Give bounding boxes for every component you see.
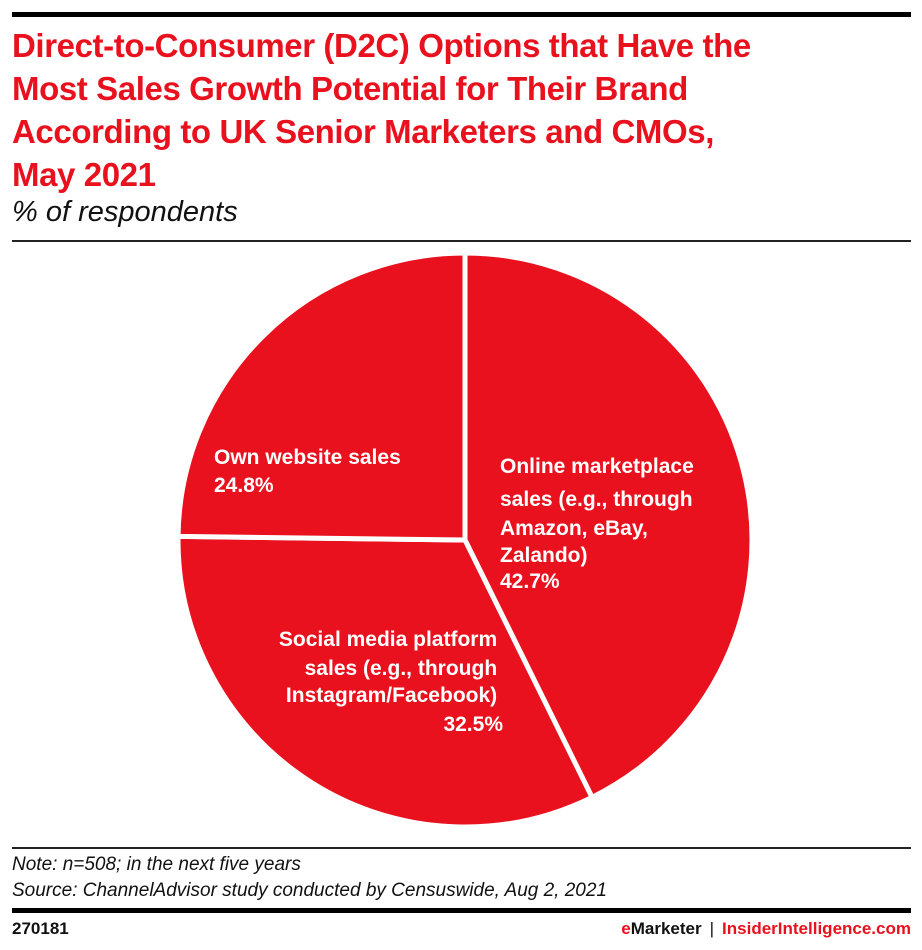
label-line: Social media platform [279,628,497,651]
site-link[interactable]: InsiderIntelligence.com [722,919,911,938]
pie-slices [175,250,755,830]
brand-name: Marketer [630,919,702,938]
pie-labels: Online marketplace sales (e.g., through … [214,446,700,736]
title-line: May 2021 [12,156,156,193]
slice-value-label: 32.5% [443,713,503,736]
chart-id: 270181 [12,919,69,938]
label-line: sales (e.g., through [305,657,498,680]
label-line: sales (e.g., through [500,488,693,511]
brand-prefix: e [621,919,631,938]
slice-value-label: 42.7% [500,570,560,593]
brand-separator: | [709,919,715,938]
chart-notes: Note: n=508; in the next five years Sour… [12,852,607,904]
label-line: Zalando) [500,544,588,567]
subtitle-rule [12,240,911,242]
title-line: Direct-to-Consumer (D2C) Options that Ha… [12,27,751,64]
chart-title: Direct-to-Consumer (D2C) Options that Ha… [12,24,912,196]
title-line: According to UK Senior Marketers and CMO… [12,113,714,150]
label-line: Own website sales [214,446,401,469]
label-line: Online marketplace [500,455,694,478]
top-rule [12,12,911,17]
note-text: Note: n=508; in the next five years [12,854,301,875]
pie-slice-own-website [175,250,468,543]
notes-rule [12,847,911,849]
slice-label-online-marketplace: Online marketplace sales (e.g., through … [500,455,700,593]
chart-subtitle: % of respondents [12,196,238,228]
slice-label-social-media: Social media platform sales (e.g., throu… [279,628,503,736]
slice-label-own-website: Own website sales 24.8% [214,446,407,497]
source-text: Source: ChannelAdvisor study conducted b… [12,880,607,901]
pie-slice-social-media [175,533,595,830]
title-line: Most Sales Growth Potential for Their Br… [12,70,688,107]
label-line: Amazon, eBay, [500,517,648,540]
footer-rule [12,908,911,913]
label-line: Instagram/Facebook) [286,684,497,707]
slice-value-label: 24.8% [214,474,274,497]
pie-slice-online-marketplace [462,250,755,800]
pie-chart: Online marketplace sales (e.g., through … [175,250,755,830]
footer-brand: eMarketer | InsiderIntelligence.com [621,919,911,939]
